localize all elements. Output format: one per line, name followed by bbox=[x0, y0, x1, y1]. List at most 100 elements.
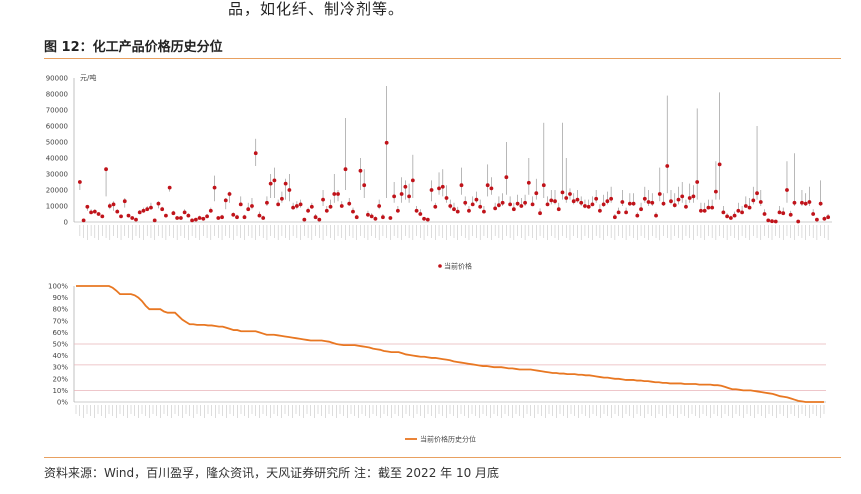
chart1-point bbox=[164, 213, 168, 218]
chart1-point bbox=[89, 210, 93, 215]
chart1-point bbox=[792, 200, 797, 205]
chart2-y-tick-label: 60% bbox=[52, 329, 68, 337]
chart1-point bbox=[751, 198, 756, 203]
chart2-y-tick-label: 30% bbox=[52, 364, 68, 372]
chart1-point bbox=[467, 208, 471, 213]
chart1-point bbox=[137, 210, 142, 215]
chart1-point bbox=[568, 192, 572, 196]
chart1-point bbox=[762, 212, 767, 216]
chart1-point bbox=[620, 200, 625, 204]
chart2-x-tick-labels bbox=[75, 405, 825, 418]
chart1-point bbox=[526, 180, 531, 185]
chart1-point bbox=[508, 202, 513, 207]
chart1-point bbox=[826, 215, 831, 220]
chart1-point bbox=[425, 217, 430, 222]
chart1-point bbox=[339, 204, 344, 208]
chart1-point bbox=[395, 208, 400, 213]
chart1-point bbox=[538, 211, 542, 216]
chart2-percentile-line bbox=[76, 285, 824, 403]
chart1-point bbox=[134, 217, 138, 222]
chart1-point bbox=[384, 140, 389, 145]
chart1-point bbox=[455, 209, 460, 214]
chart1-point bbox=[197, 216, 202, 220]
chart1-point bbox=[747, 205, 752, 210]
chart1-point bbox=[122, 199, 127, 204]
chart1-point bbox=[583, 204, 587, 208]
chart1-point bbox=[534, 191, 539, 196]
chart1-point bbox=[721, 210, 726, 215]
chart1-point bbox=[388, 216, 393, 220]
chart1-point bbox=[309, 204, 314, 209]
chart1-point bbox=[706, 205, 711, 210]
chart1-point bbox=[732, 213, 737, 218]
chart1-point bbox=[253, 151, 258, 156]
chart1-point bbox=[257, 213, 262, 218]
chart1-point bbox=[448, 204, 453, 208]
chart1-point bbox=[444, 196, 449, 200]
chart1-point bbox=[265, 200, 269, 205]
chart1-point bbox=[332, 192, 337, 196]
chart1-point bbox=[152, 218, 157, 223]
chart1-y-tick-label: 40000 bbox=[46, 155, 68, 163]
chart1-point bbox=[594, 196, 599, 201]
chart1-point bbox=[313, 215, 318, 220]
chart1-point bbox=[687, 196, 692, 200]
chart1-point bbox=[680, 194, 685, 199]
chart1-point bbox=[459, 183, 464, 188]
chart1-point bbox=[324, 208, 329, 213]
chart1-point bbox=[227, 192, 232, 196]
figure-title: 图 12：化工产品价格历史分位 bbox=[44, 40, 223, 55]
chart1-point bbox=[564, 196, 569, 200]
chart1-point bbox=[403, 184, 408, 189]
chart1-point bbox=[770, 219, 774, 224]
chart1-point bbox=[654, 213, 658, 218]
chart1-axis-labels: 0 10000 20000 30000 40000 50000 60000 70000 8000… bbox=[46, 75, 75, 227]
chart1-point bbox=[149, 205, 153, 210]
chart1-point bbox=[661, 201, 666, 206]
chart1-point bbox=[766, 218, 771, 223]
chart1-point bbox=[740, 210, 744, 215]
chart1-point bbox=[208, 208, 213, 213]
chart1-point bbox=[586, 204, 591, 209]
chart1-point bbox=[317, 217, 322, 222]
chart1-point bbox=[407, 194, 412, 199]
chart1-point bbox=[440, 184, 445, 189]
chart2-axis-labels: 0% 10% 20% 30% 40% 50% 60% 70% 80% 90% 100% bbox=[48, 283, 826, 407]
chart1-point bbox=[216, 216, 221, 220]
chart1-point bbox=[590, 202, 595, 207]
chart2-y-tick-label: 20% bbox=[52, 375, 68, 383]
chart1-point bbox=[665, 164, 670, 168]
chart1-point bbox=[713, 189, 718, 194]
chart1-point bbox=[736, 208, 741, 213]
chart1-point bbox=[104, 167, 108, 172]
chart1-point bbox=[773, 219, 778, 224]
chart1-point bbox=[474, 197, 479, 202]
chart1-point bbox=[77, 180, 82, 184]
chart1-y-tick-label: 80000 bbox=[46, 91, 68, 99]
chart1-point bbox=[212, 185, 217, 190]
chart1-point bbox=[523, 200, 527, 205]
chart2-y-tick-label: 80% bbox=[52, 306, 68, 314]
chart1-point bbox=[175, 216, 180, 220]
chart1-point bbox=[672, 203, 677, 208]
chart2-y-tick-label: 40% bbox=[52, 352, 68, 360]
chart1-point bbox=[605, 199, 610, 204]
chart1-point bbox=[612, 215, 617, 220]
chart1-y-tick-label: 30000 bbox=[46, 171, 68, 179]
chart2-y-tick-label: 0% bbox=[57, 399, 68, 407]
chart1-point bbox=[515, 201, 520, 206]
chart1-point bbox=[418, 212, 423, 216]
chart1-point bbox=[631, 201, 636, 206]
chart1-point bbox=[126, 213, 131, 218]
chart1-point bbox=[493, 206, 498, 211]
title-rule bbox=[44, 58, 841, 59]
chart1-point bbox=[306, 208, 310, 213]
chart1-point bbox=[366, 212, 370, 217]
chart1-point bbox=[781, 211, 786, 216]
chart1-point bbox=[433, 204, 438, 209]
chart1-point bbox=[627, 201, 632, 206]
chart1-point bbox=[500, 200, 505, 205]
chart1-point bbox=[381, 215, 385, 220]
chart1-point bbox=[575, 197, 580, 202]
chart1-y-tick-label: 20000 bbox=[46, 187, 68, 195]
